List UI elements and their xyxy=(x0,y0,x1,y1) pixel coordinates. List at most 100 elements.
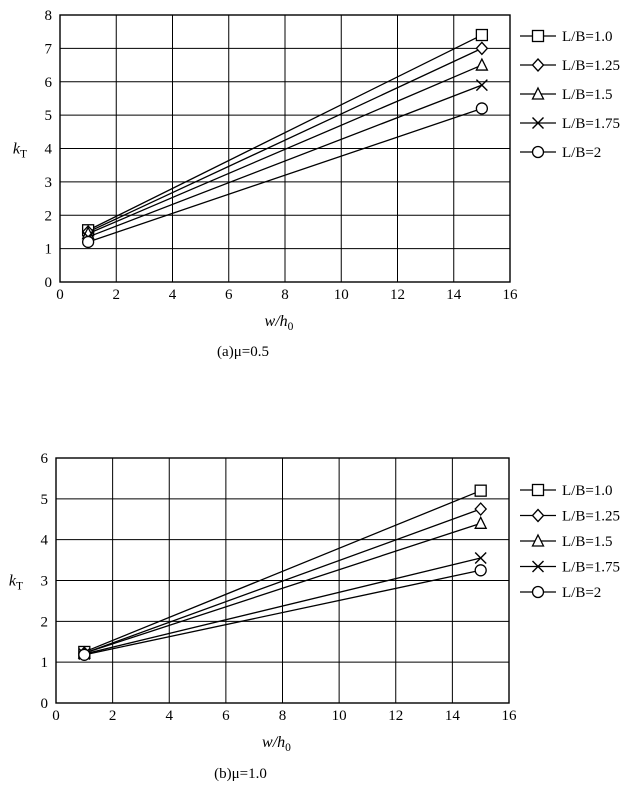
x-tick-label: 8 xyxy=(279,708,287,724)
chart-caption: (a)μ=0.5 xyxy=(217,344,269,360)
x-tick-label: 4 xyxy=(166,708,174,724)
x-tick-label: 14 xyxy=(446,287,462,303)
chart-b: 0 2 4 6 8 10 12 14 160123456w/h0kT(b)μ=1.0L/B=1.… xyxy=(9,451,620,782)
series-line xyxy=(84,508,481,654)
data-point-diamond xyxy=(475,41,489,56)
series-line xyxy=(84,557,481,655)
y-tick-label: 5 xyxy=(45,108,53,124)
chart-caption: (b)μ=1.0 xyxy=(214,766,267,782)
series-line xyxy=(87,64,483,235)
legend-item: L/B=1.75 xyxy=(520,560,620,576)
y-tick-label: 2 xyxy=(45,208,53,224)
data-point-square xyxy=(474,484,487,497)
legend-item: L/B=2 xyxy=(520,145,601,161)
series-line xyxy=(84,522,481,654)
legend: L/B=1.0 L/B=1.25 L/B=1.5 L/B=1.75 L/B=2 xyxy=(520,483,620,601)
data-point-cross-stroke-b xyxy=(475,79,488,92)
series-line xyxy=(87,107,483,243)
plot-frame xyxy=(59,14,511,283)
legend-label: L/B=1.75 xyxy=(562,116,620,132)
data-point-circle xyxy=(475,102,489,115)
y-axis-label-main: k xyxy=(13,141,21,158)
series-line xyxy=(84,490,481,653)
legend-marker-square xyxy=(531,29,545,43)
legend-item: L/B=1.75 xyxy=(520,116,620,132)
series-diamond xyxy=(81,41,489,239)
legend-label: L/B=1.5 xyxy=(562,534,613,550)
y-tick-label: 2 xyxy=(41,614,49,630)
legend-item: L/B=1.5 xyxy=(520,533,613,550)
data-point-triangle xyxy=(475,57,489,71)
legend-marker-diamond xyxy=(531,508,545,523)
data-point-circle xyxy=(474,564,487,577)
x-tick-label: 0 xyxy=(52,708,60,724)
legend-label: L/B=1.0 xyxy=(562,29,613,45)
legend-label: L/B=2 xyxy=(562,145,601,161)
x-tick-label: 2 xyxy=(113,287,121,303)
data-point-cross xyxy=(475,79,488,92)
x-axis-label-subscript: 0 xyxy=(288,321,294,333)
series-line xyxy=(87,47,483,233)
y-tick-label: 3 xyxy=(45,175,53,191)
legend-marker-cross xyxy=(532,560,544,573)
x-tick-label: 6 xyxy=(222,708,230,724)
y-tick-label: 6 xyxy=(45,75,53,91)
legend-label: L/B=2 xyxy=(562,585,601,601)
data-point-cross-stroke-b xyxy=(474,552,487,565)
legend-label: L/B=1.25 xyxy=(562,509,620,525)
x-tick-label: 0 xyxy=(56,287,64,303)
legend-marker-cross xyxy=(532,117,544,129)
data-point-circle xyxy=(81,235,95,249)
x-tick-label: 2 xyxy=(109,708,117,724)
plot-frame xyxy=(55,457,510,704)
y-axis-label-subscript: T xyxy=(20,149,27,161)
x-tick-label: 4 xyxy=(169,287,177,303)
x-axis-label: w/h0 xyxy=(265,313,294,333)
grid xyxy=(56,458,509,703)
x-tick-label: 6 xyxy=(225,287,233,303)
y-tick-label: 5 xyxy=(41,492,49,508)
x-tick-label: 14 xyxy=(445,708,461,724)
y-axis-label: kT xyxy=(9,573,23,593)
data-point-cross xyxy=(474,552,487,565)
x-tick-label: 10 xyxy=(334,287,349,303)
legend-marker-circle xyxy=(531,145,545,159)
legend-label: L/B=1.25 xyxy=(562,58,620,74)
x-tick-label: 10 xyxy=(332,708,347,724)
x-tick-label: 8 xyxy=(281,287,289,303)
y-tick-label: 1 xyxy=(45,242,53,258)
x-tick-label: 16 xyxy=(503,287,519,303)
legend-item: L/B=1.0 xyxy=(520,483,613,499)
series-line xyxy=(87,34,483,231)
data-point-diamond xyxy=(474,502,488,517)
legend-marker-square xyxy=(531,483,545,497)
legend-item: L/B=1.25 xyxy=(520,58,620,74)
legend-item: L/B=1.0 xyxy=(520,29,613,45)
legend: L/B=1.0 L/B=1.25 L/B=1.5 L/B=1.75 L/B=2 xyxy=(520,29,620,161)
chart-a: 0 2 4 6 8 10 12 14 16012345678w/h0kT(a)μ=0.5L/B=… xyxy=(13,8,620,360)
y-tick-label: 0 xyxy=(45,275,53,291)
y-tick-label: 4 xyxy=(41,533,49,549)
series-circle xyxy=(78,564,487,661)
x-tick-label: 16 xyxy=(502,708,518,724)
y-tick-label: 3 xyxy=(41,574,49,590)
y-tick-label: 8 xyxy=(45,8,53,24)
legend-marker-cross-stroke-b xyxy=(532,117,544,129)
y-axis-label-subscript: T xyxy=(16,581,23,593)
legend-marker-triangle xyxy=(531,86,545,100)
y-tick-label: 0 xyxy=(41,696,49,712)
grid xyxy=(60,15,510,282)
y-tick-label: 4 xyxy=(45,142,53,158)
legend-item: L/B=1.5 xyxy=(520,86,613,103)
data-point-square xyxy=(475,28,489,42)
legend-label: L/B=1.75 xyxy=(562,560,620,576)
x-axis-label: w/h0 xyxy=(262,734,291,754)
y-tick-label: 6 xyxy=(41,451,49,467)
x-tick-label: 12 xyxy=(388,708,403,724)
y-tick-label: 7 xyxy=(45,41,53,57)
legend-label: L/B=1.0 xyxy=(562,483,613,499)
legend-item: L/B=1.25 xyxy=(520,509,620,525)
y-axis-label-main: k xyxy=(9,573,17,590)
